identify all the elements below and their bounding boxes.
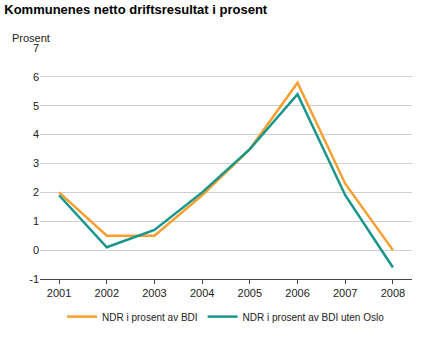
svg-text:NDR i prosent av BDI uten Oslo: NDR i prosent av BDI uten Oslo [243,312,385,323]
svg-text:2006: 2006 [285,287,309,299]
svg-text:5: 5 [33,100,39,112]
svg-text:2008: 2008 [381,287,405,299]
svg-text:2: 2 [33,186,39,198]
svg-text:0: 0 [33,244,39,256]
svg-text:3: 3 [33,157,39,169]
svg-text:1: 1 [33,215,39,227]
svg-text:4: 4 [33,128,39,140]
svg-text:2002: 2002 [95,287,119,299]
svg-text:6: 6 [33,71,39,83]
svg-text:Kommunenes netto driftsresulta: Kommunenes netto driftsresultat i prosen… [4,2,268,17]
svg-text:2003: 2003 [142,287,166,299]
svg-text:2001: 2001 [47,287,71,299]
svg-text:NDR i prosent av BDI: NDR i prosent av BDI [102,312,198,323]
svg-text:2007: 2007 [333,287,357,299]
svg-text:-1: -1 [29,273,39,285]
svg-text:Prosent: Prosent [12,32,50,44]
svg-text:2004: 2004 [190,287,214,299]
svg-text:2005: 2005 [238,287,262,299]
svg-text:7: 7 [33,42,39,54]
